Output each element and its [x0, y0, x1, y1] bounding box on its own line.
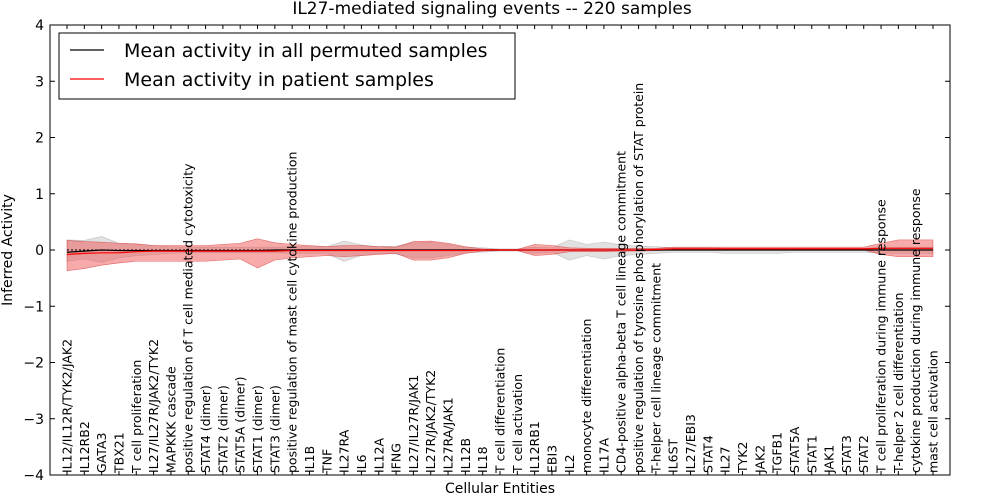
- x-tick-label: GATA3: [94, 433, 109, 473]
- x-tick-label: positive regulation of mast cell cytokin…: [285, 152, 300, 473]
- x-tick-label: IL17A: [596, 437, 611, 473]
- legend-box: [58, 32, 516, 100]
- x-tick-label: T cell differentiation: [493, 348, 508, 474]
- x-tick-label: STAT1 (dimer): [250, 385, 265, 473]
- x-tick-label: IL12/IL12R/TYK2/JAK2: [60, 339, 75, 473]
- x-tick-label: IL6ST: [666, 438, 681, 473]
- x-tick-label: IL12B: [458, 438, 473, 473]
- x-tick-label: IL1B: [302, 446, 317, 473]
- x-axis: IL12/IL12R/TYK2/JAK2 IL12RB2 GATA3 TBX21 T c…: [60, 25, 941, 475]
- x-tick-label: IL27/IL27R/JAK2/TYK2: [146, 339, 161, 473]
- x-tick-label: EBI3: [544, 445, 559, 473]
- x-tick-label: TGFB1: [770, 432, 785, 474]
- x-tick-label: IL6: [354, 454, 369, 473]
- x-tick-label: IFNG: [389, 443, 404, 473]
- x-tick-label: IL12RB2: [77, 421, 92, 473]
- y-axis-label: Inferred Activity: [0, 194, 16, 306]
- x-tick-label: IL27RA: [337, 429, 352, 473]
- x-tick-label: STAT5A: [787, 426, 802, 473]
- y-tick-label: −2: [23, 356, 44, 372]
- x-tick-label: JAK2: [752, 445, 767, 474]
- x-tick-label: STAT3 (dimer): [267, 385, 282, 473]
- x-tick-label: IL27R/JAK2/TYK2: [423, 370, 438, 473]
- y-tick-label: −4: [23, 468, 44, 484]
- x-tick-label: TYK2: [735, 442, 750, 474]
- x-tick-label: STAT4 (dimer): [198, 385, 213, 473]
- legend: Mean activity in all permuted samples Me…: [58, 32, 516, 100]
- x-tick-label: JAK1: [822, 445, 837, 474]
- x-tick-label: IL2: [562, 454, 577, 473]
- x-tick-label: IL27/IL27R/JAK1: [406, 375, 421, 473]
- legend-label-patient: Mean activity in patient samples: [124, 69, 434, 91]
- y-tick-label: 3: [35, 74, 44, 90]
- legend-label-permuted: Mean activity in all permuted samples: [124, 40, 487, 62]
- x-tick-label: IL27/EBI3: [683, 414, 698, 473]
- x-tick-label: cytokine production during immune respon…: [908, 188, 923, 473]
- x-tick-label: monocyte differentiation: [579, 319, 594, 473]
- x-tick-label: mast cell activation: [926, 350, 941, 473]
- x-tick-label: IL27: [718, 446, 733, 473]
- x-tick-label: IL27RA/JAK1: [441, 397, 456, 473]
- x-tick-label: IL12RB1: [527, 421, 542, 473]
- x-tick-label: positive regulation of T cell mediated c…: [181, 163, 196, 473]
- y-tick-label: 1: [35, 187, 44, 203]
- y-tick-label: 4: [35, 18, 44, 34]
- x-tick-label: STAT2: [856, 435, 871, 473]
- x-tick-label: T cell proliferation during immune respo…: [874, 199, 889, 474]
- x-tick-label: STAT5A (dimer): [233, 377, 248, 473]
- x-tick-label: CD4-positive alpha-beta T cell lineage c…: [614, 151, 629, 473]
- x-tick-label: IL18: [475, 446, 490, 473]
- lines-layer: [66, 247, 933, 256]
- x-tick-label: T cell proliferation: [129, 360, 144, 474]
- bands-layer: [66, 236, 934, 272]
- x-tick-label: T-helper 2 cell differentiation: [891, 293, 906, 474]
- y-tick-label: 0: [35, 243, 44, 259]
- x-tick-label: T cell activation: [510, 374, 525, 474]
- x-tick-label: IL12A: [371, 437, 386, 473]
- x-axis-label: Cellular Entities: [445, 481, 555, 497]
- x-tick-label: positive regulation of tyrosine phosphor…: [631, 83, 646, 473]
- y-tick-label: 2: [35, 131, 44, 147]
- x-tick-label: TBX21: [111, 432, 126, 474]
- x-tick-label: MAPKKK cascade: [163, 366, 178, 473]
- y-tick-label: −1: [23, 299, 44, 315]
- x-tick-label: STAT1: [804, 435, 819, 473]
- x-tick-label: STAT3: [839, 435, 854, 473]
- x-tick-label: TNF: [319, 449, 334, 474]
- y-tick-label: −3: [23, 412, 44, 428]
- x-tick-label: T-helper cell lineage commitment: [648, 263, 663, 474]
- x-tick-label: STAT4: [700, 435, 715, 473]
- y-axis: 4 3 2 1 0 −1 −2 −3 −4: [23, 18, 950, 484]
- chart-title: IL27-mediated signaling events -- 220 sa…: [292, 0, 692, 19]
- series-line-patient: [66, 247, 933, 256]
- band-patient: [66, 238, 934, 272]
- x-tick-label: STAT2 (dimer): [215, 385, 230, 473]
